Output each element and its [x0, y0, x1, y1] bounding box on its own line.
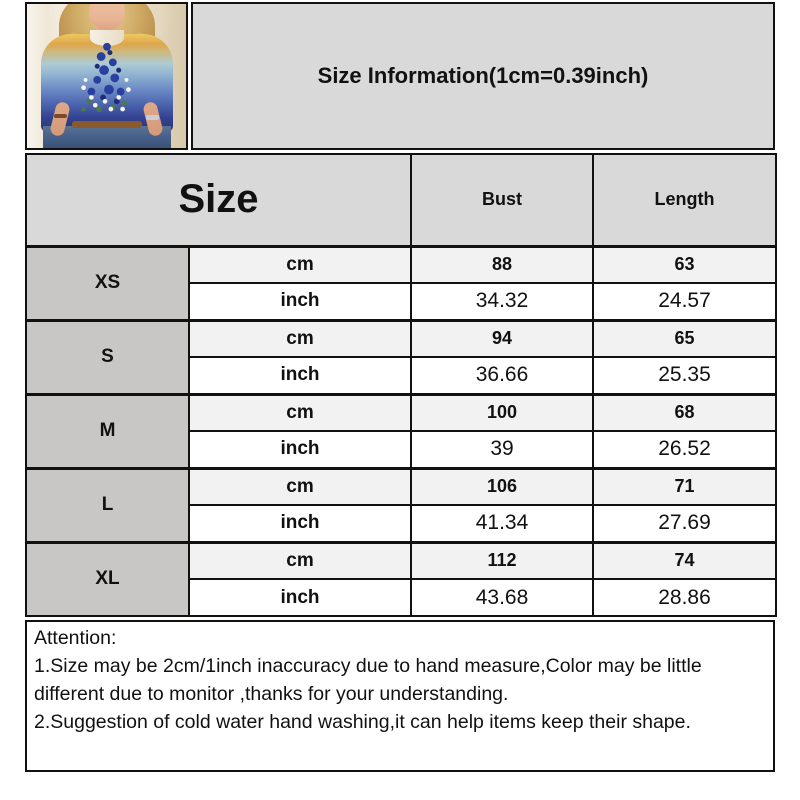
table-header-row: Size Bust Length — [24, 153, 778, 247]
bust-inch-value: 41.34 — [410, 504, 595, 543]
unit-label: inch — [187, 282, 413, 321]
bust-cm-value: 100 — [410, 392, 595, 432]
attention-title: Attention: — [34, 627, 117, 649]
length-inch-value: 28.86 — [592, 578, 778, 617]
unit-label: cm — [187, 318, 413, 358]
table-row: XS cm 88 63 — [25, 244, 778, 321]
watch — [146, 115, 159, 120]
table-row: inch 43.68 28.86 — [26, 578, 778, 617]
bust-cm-value: 88 — [410, 244, 595, 284]
table-row: XL cm 112 74 — [25, 540, 778, 617]
table-row: S cm 94 65 — [25, 318, 778, 395]
page-title: Size Information(1cm=0.39inch) — [317, 63, 649, 88]
length-inch-value: 27.69 — [592, 504, 778, 543]
top-neckline — [89, 30, 124, 46]
bust-cm-value: 94 — [410, 318, 595, 358]
column-header-length: Length — [592, 153, 778, 247]
size-label-l: L — [25, 466, 190, 543]
belt — [71, 121, 142, 128]
jeans — [42, 126, 171, 148]
bust-inch-value: 43.68 — [410, 578, 595, 617]
unit-label: cm — [187, 466, 413, 506]
table-row: inch 39 26.52 — [26, 430, 778, 469]
length-inch-value: 25.35 — [592, 356, 778, 395]
table-row: L cm 106 71 — [25, 466, 778, 543]
length-cm-value: 68 — [592, 392, 778, 432]
size-label-m: M — [25, 392, 190, 469]
column-header-size: Size — [24, 153, 413, 247]
length-inch-value: 26.52 — [592, 430, 778, 469]
bust-cm-value: 106 — [410, 466, 595, 506]
size-label-s: S — [25, 318, 190, 395]
size-info-header: Size Information(1cm=0.39inch) — [191, 2, 775, 150]
unit-label: inch — [187, 578, 413, 617]
bust-inch-value: 39 — [410, 430, 595, 469]
product-photo — [25, 2, 188, 150]
length-cm-value: 65 — [592, 318, 778, 358]
table-row: inch 36.66 25.35 — [26, 356, 778, 395]
attention-box: Attention: 1.Size may be 2cm/1inch inacc… — [25, 620, 775, 772]
unit-label: inch — [187, 504, 413, 543]
bust-inch-value: 34.32 — [410, 282, 595, 321]
size-table: Size Bust Length XS cm 88 63 inch 34.32 … — [24, 153, 778, 617]
attention-note-2: 2.Suggestion of cold water hand washing,… — [34, 710, 691, 733]
unit-label: inch — [187, 430, 413, 469]
bracelet — [54, 114, 67, 118]
bust-inch-value: 36.66 — [410, 356, 595, 395]
bust-cm-value: 112 — [410, 540, 595, 580]
unit-label: inch — [187, 356, 413, 395]
unit-label: cm — [187, 392, 413, 432]
length-cm-value: 74 — [592, 540, 778, 580]
column-header-bust: Bust — [410, 153, 595, 247]
table-row: inch 41.34 27.69 — [26, 504, 778, 543]
attention-note-1: 1.Size may be 2cm/1inch inaccuracy due t… — [34, 654, 702, 705]
table-row: M cm 100 68 — [25, 392, 778, 469]
floral-pattern — [81, 42, 131, 112]
unit-label: cm — [187, 540, 413, 580]
length-cm-value: 63 — [592, 244, 778, 284]
length-inch-value: 24.57 — [592, 282, 778, 321]
top-section: Size Information(1cm=0.39inch) — [25, 2, 775, 150]
model-face — [88, 4, 125, 30]
unit-label: cm — [187, 244, 413, 284]
size-label-xl: XL — [25, 540, 190, 617]
table-row: inch 34.32 24.57 — [26, 282, 778, 321]
size-label-xs: XS — [25, 244, 190, 321]
length-cm-value: 71 — [592, 466, 778, 506]
